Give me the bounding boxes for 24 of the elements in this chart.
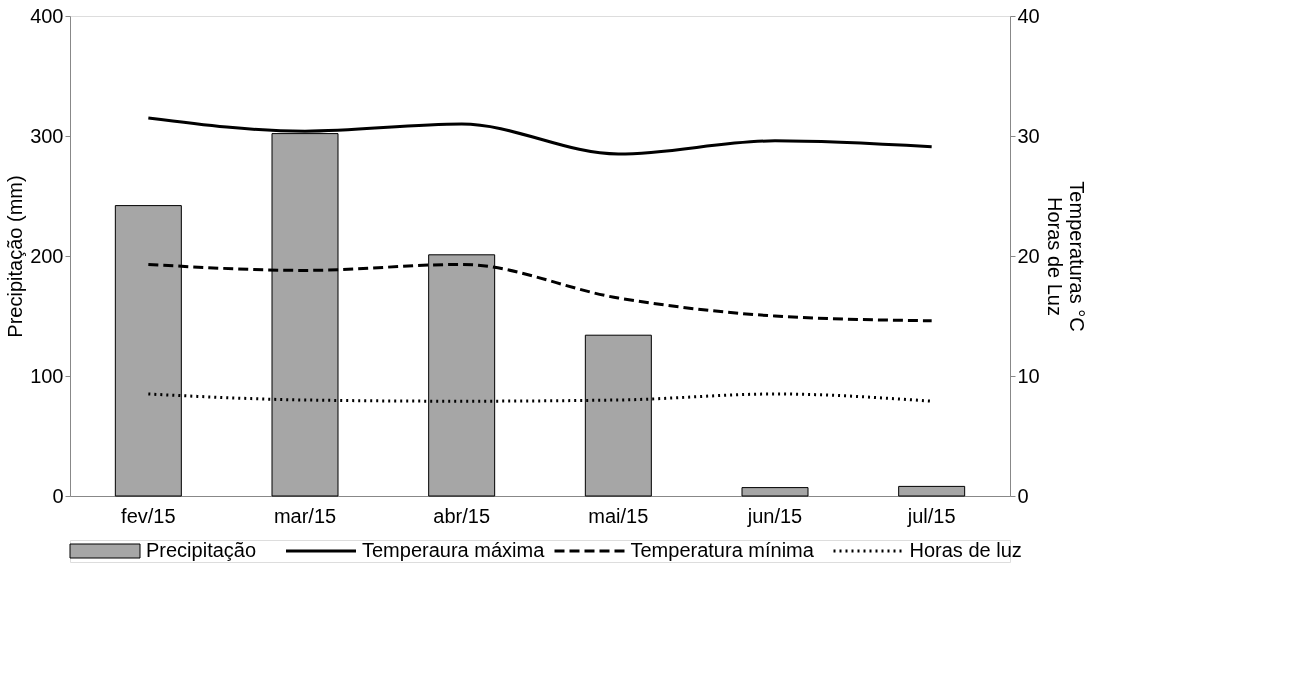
legend-label: Horas de luz [909,539,1022,561]
y2-tick-label: 0 [1017,484,1029,507]
y2-axis-title: Temperaturas °C Horas de Luz [1043,181,1088,332]
x-tick-label: fev/15 [121,504,176,527]
y2-tick-label: 20 [1017,244,1040,267]
x-tick-label: abr/15 [433,504,491,527]
y-axis-title: Precipitação (mm) [4,175,27,338]
bar [898,485,966,497]
y-tick-label: 400 [30,4,64,27]
y-tick-label: 200 [30,244,64,267]
bar [741,487,809,497]
y2-tick-label: 40 [1017,4,1040,27]
x-tick-label: mai/15 [588,504,649,527]
y-tick-label: 0 [52,484,64,507]
legend-label: Temperatura mínima [630,539,815,561]
x-tick-label: jul/15 [906,504,956,527]
x-tick-label: mar/15 [273,504,337,527]
x-tick-label: jun/15 [746,504,803,527]
y2-tick-label: 10 [1017,364,1040,387]
legend-label: Temperaura máxima [362,539,546,561]
y2-tick-label: 30 [1017,124,1040,147]
y-tick-label: 300 [30,124,64,147]
legend-label: Precipitação [146,539,257,561]
y-tick-label: 100 [30,364,64,387]
